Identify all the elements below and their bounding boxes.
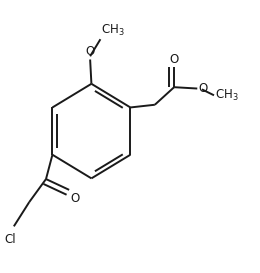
Text: O: O: [86, 44, 95, 58]
Text: Cl: Cl: [4, 233, 16, 246]
Text: O: O: [198, 82, 207, 95]
Text: CH$_3$: CH$_3$: [215, 88, 238, 103]
Text: O: O: [170, 54, 179, 66]
Text: O: O: [70, 192, 80, 205]
Text: CH$_3$: CH$_3$: [101, 23, 125, 38]
